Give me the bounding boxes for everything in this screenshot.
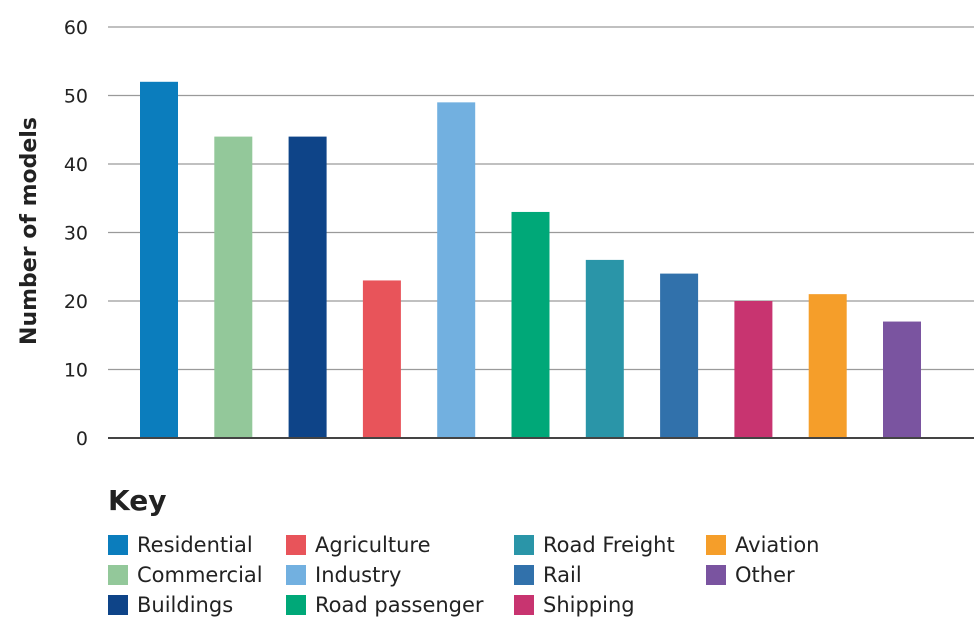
legend-item: Aviation [706, 530, 846, 560]
bar-road-passenger [511, 211, 550, 438]
bar-rail [660, 273, 699, 438]
bar-road-freight [585, 259, 624, 438]
legend-label: Commercial [137, 563, 263, 587]
legend-title: Key [108, 484, 167, 517]
legend-column: Residential Commercial Buildings [108, 530, 286, 620]
legend-item: Commercial [108, 560, 286, 590]
legend: Key Residential Commercial Buildings Agricu… [108, 484, 908, 620]
bar-other [883, 321, 921, 438]
legend-item: Industry [286, 560, 514, 590]
legend-label: Shipping [543, 593, 635, 617]
legend-label: Buildings [137, 593, 234, 617]
legend-item: Agriculture [286, 530, 514, 560]
legend-swatch [286, 565, 306, 585]
bars [108, 81, 974, 439]
y-tick-label: 60 [64, 17, 88, 39]
y-axis-label: Number of models [17, 117, 42, 345]
bar-residential [140, 81, 178, 439]
y-tick-label: 20 [64, 291, 88, 313]
legend-swatch [108, 565, 128, 585]
bar-agriculture [362, 280, 401, 438]
legend-label: Road Freight [543, 533, 675, 557]
y-tick-label: 10 [64, 360, 88, 382]
legend-swatch [514, 535, 534, 555]
legend-swatch [706, 565, 726, 585]
legend-column: Aviation Other [706, 530, 846, 620]
legend-swatch [706, 535, 726, 555]
legend-item: Buildings [108, 590, 286, 620]
legend-label: Industry [315, 563, 402, 587]
legend-label: Rail [543, 563, 582, 587]
legend-swatch [514, 595, 534, 615]
y-tick-label: 0 [76, 428, 88, 450]
legend-label: Agriculture [315, 533, 431, 557]
legend-label: Residential [137, 533, 253, 557]
bar-shipping [734, 301, 773, 438]
legend-item: Shipping [514, 590, 706, 620]
legend-label: Aviation [735, 533, 820, 557]
legend-label: Other [735, 563, 795, 587]
bar-commercial [214, 136, 253, 438]
legend-swatch [286, 595, 306, 615]
y-tick-label: 30 [64, 223, 88, 245]
y-tick-labels: 0 10 20 30 40 50 60 [64, 17, 88, 450]
legend-label: Road passenger [315, 593, 484, 617]
legend-swatch [514, 565, 534, 585]
legend-item: Road passenger [286, 590, 514, 620]
legend-item: Rail [514, 560, 706, 590]
bar-chart: 0 10 20 30 40 50 60 Number of models [17, 17, 974, 450]
legend-item: Residential [108, 530, 286, 560]
legend-swatch [108, 535, 128, 555]
bar-buildings [288, 136, 327, 438]
legend-item: Other [706, 560, 846, 590]
bar-industry [437, 102, 476, 438]
legend-swatch [108, 595, 128, 615]
legend-item: Road Freight [514, 530, 706, 560]
legend-swatch [286, 535, 306, 555]
legend-column: Road Freight Rail Shipping [514, 530, 706, 620]
legend-column: Agriculture Industry Road passenger [286, 530, 514, 620]
y-tick-label: 40 [64, 154, 88, 176]
legend-entries: Residential Commercial Buildings Agricultur… [108, 530, 908, 620]
bar-aviation [808, 294, 847, 438]
y-tick-label: 50 [64, 86, 88, 108]
